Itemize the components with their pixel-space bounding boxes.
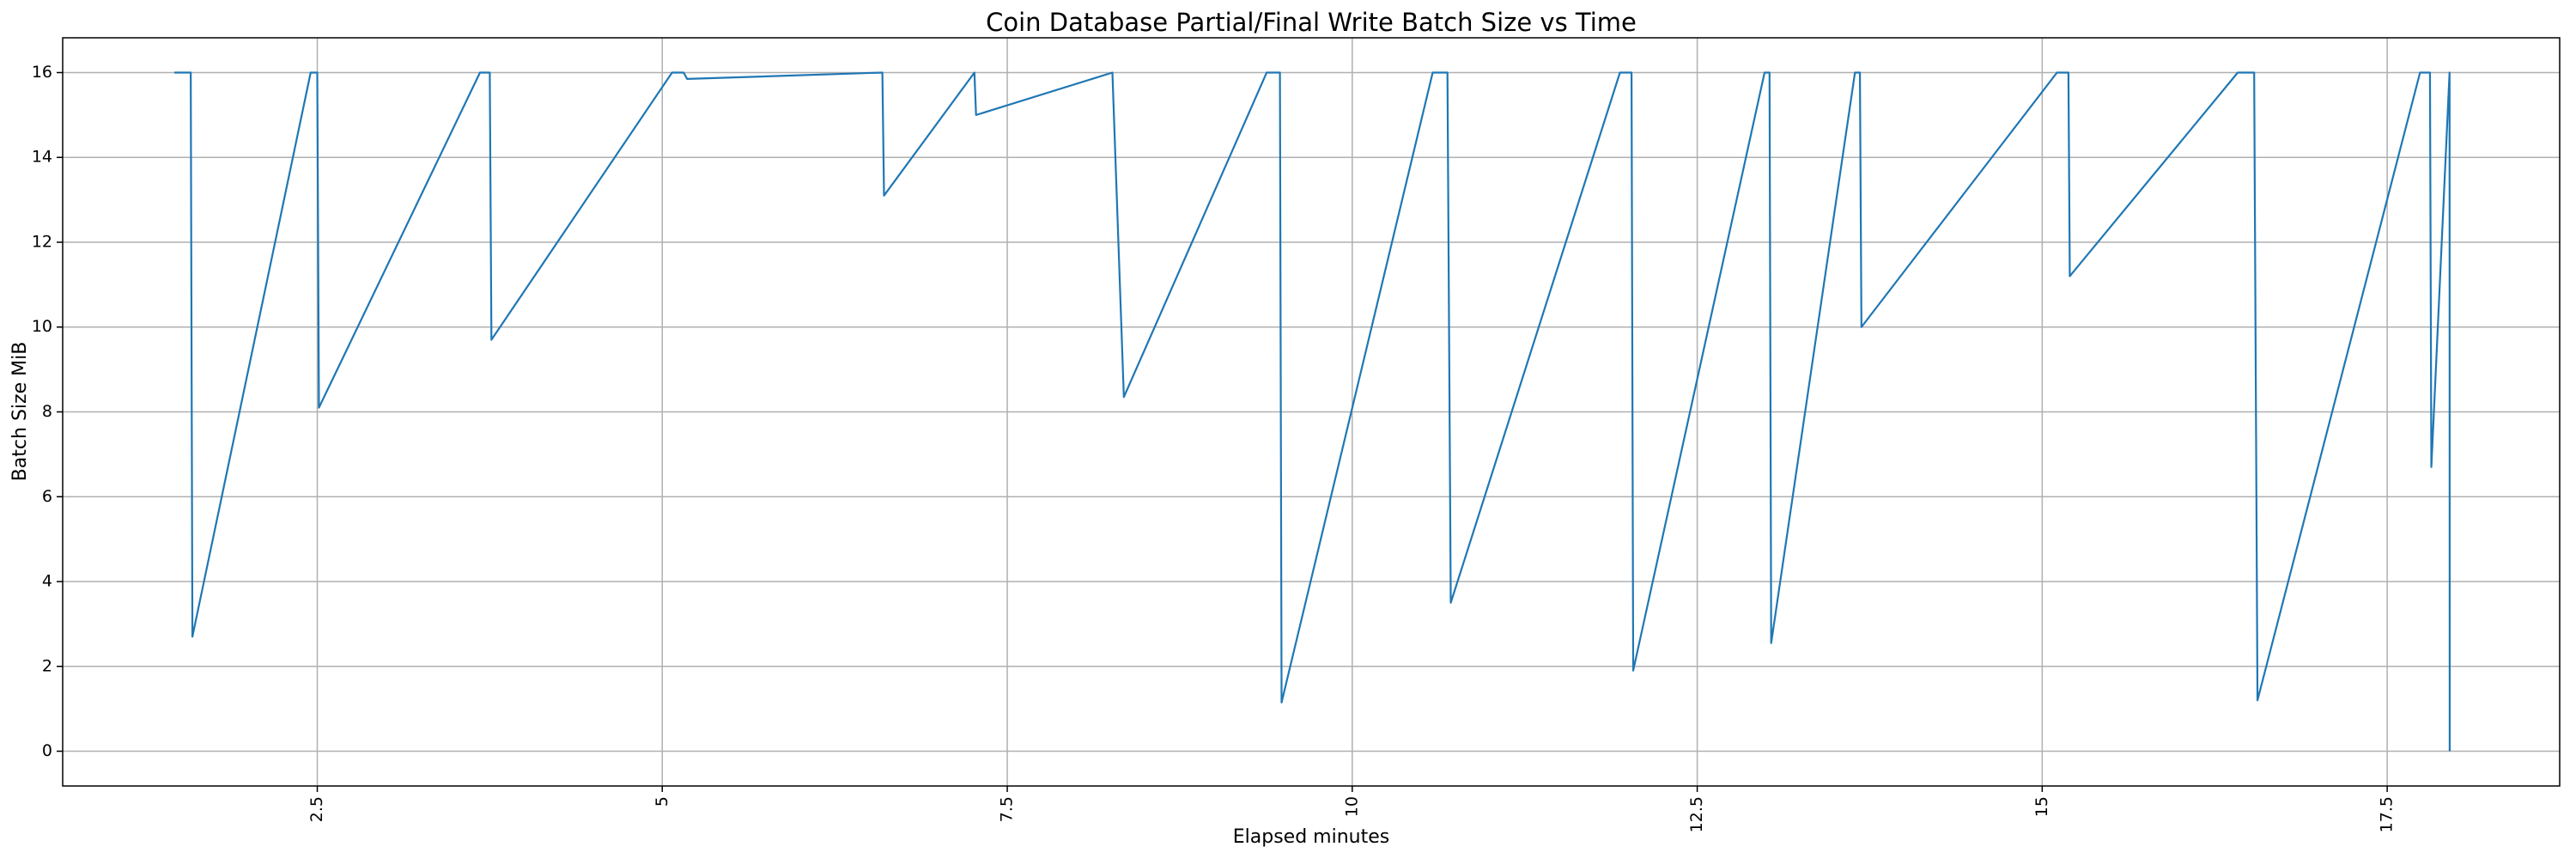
plot-frame	[62, 37, 2561, 787]
y-axis-label: Batch Size MiB	[9, 342, 31, 482]
chart-title: Coin Database Partial/Final Write Batch …	[986, 8, 1637, 37]
y-tick-label: 2	[42, 656, 52, 675]
x-tick-label: 15	[2032, 796, 2051, 817]
x-axis-label: Elapsed minutes	[1233, 826, 1389, 848]
y-tick-label: 10	[32, 317, 52, 336]
y-tick-label: 6	[42, 487, 52, 506]
x-tick-label: 7.5	[998, 796, 1017, 822]
x-tick-label: 17.5	[2378, 796, 2397, 832]
x-tick-label: 5	[653, 796, 671, 807]
y-tick-label: 8	[42, 402, 52, 421]
data-line	[174, 71, 2451, 752]
y-tick-label: 16	[32, 63, 52, 82]
y-tick-label: 0	[42, 741, 52, 760]
y-tick-label: 4	[42, 572, 52, 591]
x-tick-label: 10	[1342, 796, 1361, 817]
x-tick-label: 12.5	[1687, 796, 1706, 832]
x-tick-label: 2.5	[307, 796, 326, 822]
y-tick-label: 12	[32, 232, 52, 251]
y-tick-label: 14	[32, 148, 52, 167]
